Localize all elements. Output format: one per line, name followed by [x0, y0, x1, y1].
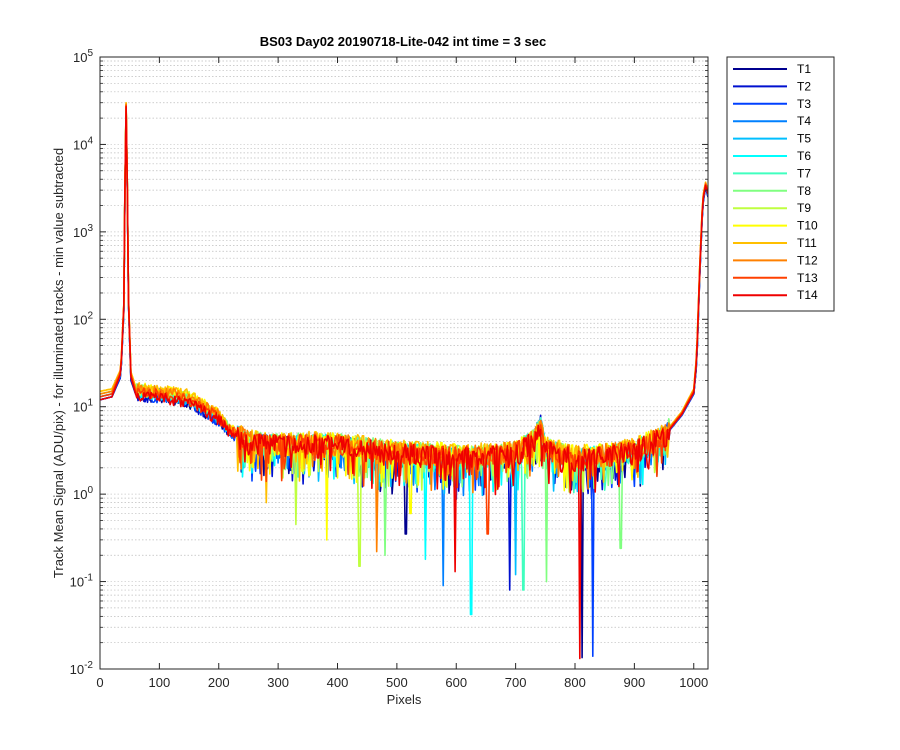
legend: T1 T2 T3 T4 T5 T6 T7 T8 T9 T10 T11 T12 T13 T14 — [726, 56, 835, 312]
y-tick-label: 104 — [73, 135, 93, 152]
y-tick-label: 101 — [73, 398, 93, 415]
y-tick-label: 10-2 — [70, 660, 94, 677]
x-tick-label: 1000 — [679, 675, 708, 690]
legend-label-t6: T6 — [797, 149, 811, 163]
x-tick-label: 0 — [96, 675, 103, 690]
x-tick-label: 900 — [624, 675, 646, 690]
legend-label-t10: T10 — [797, 219, 818, 233]
y-axis-label: Track Mean Signal (ADU/pix) - for illumi… — [51, 148, 66, 578]
legend-label-t5: T5 — [797, 132, 811, 146]
legend-label-t7: T7 — [797, 166, 811, 180]
chart-title: BS03 Day02 20190718-Lite-042 int time = … — [260, 34, 547, 49]
legend-label-t11: T11 — [797, 236, 817, 250]
x-tick-label: 200 — [208, 675, 230, 690]
legend-label-t4: T4 — [797, 114, 811, 128]
legend-label-t12: T12 — [797, 253, 818, 267]
x-axis-ticks: 0 100 200 300 400 500 600 700 800 900 1000 — [96, 57, 708, 690]
x-tick-label: 100 — [149, 675, 171, 690]
x-tick-label: 300 — [267, 675, 289, 690]
x-tick-label: 800 — [564, 675, 586, 690]
y-tick-label: 105 — [73, 48, 93, 65]
x-tick-label: 700 — [505, 675, 527, 690]
legend-label-t2: T2 — [797, 79, 811, 93]
y-tick-label: 103 — [73, 223, 93, 240]
x-tick-label: 500 — [386, 675, 408, 690]
legend-label-t8: T8 — [797, 184, 811, 198]
y-tick-label: 10-1 — [70, 573, 94, 590]
plot-frame — [99, 56, 709, 670]
y-tick-label: 102 — [73, 310, 93, 327]
legend-label-t14: T14 — [797, 288, 818, 302]
series-line-t14 — [100, 105, 708, 660]
legend-box — [726, 56, 835, 312]
legend-label-t1: T1 — [797, 62, 811, 76]
x-tick-label: 400 — [327, 675, 349, 690]
plot-area: 0 100 200 300 400 500 600 700 800 900 1000 10-210-… — [70, 48, 709, 690]
legend-label-t3: T3 — [797, 97, 811, 111]
y-tick-label: 100 — [73, 485, 93, 502]
y-axis-ticks: 10-2 10-1 100 101 102 103 104 105 — [70, 48, 708, 677]
legend-label-t13: T13 — [797, 271, 818, 285]
series-layer — [100, 101, 708, 660]
legend-label-t9: T9 — [797, 201, 811, 215]
x-axis-label: Pixels — [387, 692, 422, 707]
x-tick-label: 600 — [445, 675, 467, 690]
